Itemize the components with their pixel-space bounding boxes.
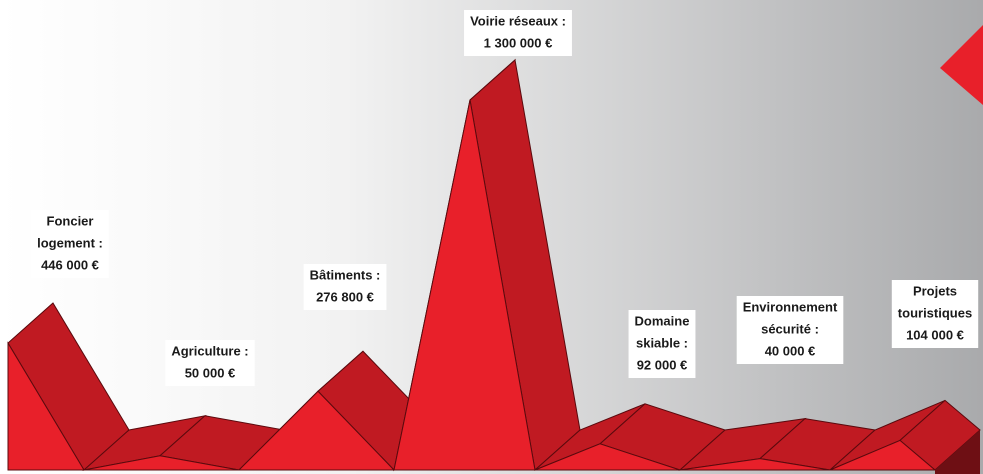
value-label: 1 300 000 €	[484, 35, 553, 50]
value-label: 50 000 €	[185, 365, 236, 380]
label-box	[31, 210, 109, 278]
peak-front	[534, 443, 681, 471]
peak-front	[393, 99, 536, 471]
peak-front	[679, 458, 831, 471]
peak	[7, 302, 130, 471]
peak	[678, 417, 877, 471]
category-label: Domaine	[635, 313, 690, 328]
category-label: logement :	[37, 235, 103, 250]
peak	[829, 399, 981, 474]
peak-front	[829, 439, 937, 471]
label-box	[464, 10, 572, 56]
category-label: sécurité :	[761, 321, 819, 336]
category-label: skiable :	[636, 335, 688, 350]
label-box	[303, 264, 387, 310]
category-label: Voirie réseaux :	[470, 13, 566, 28]
peak	[534, 403, 726, 471]
category-label: touristiques	[898, 305, 972, 320]
value-label: 92 000 €	[637, 357, 688, 372]
label-box	[628, 310, 696, 378]
category-label: Bâtiments :	[310, 267, 381, 282]
value-label: 446 000 €	[41, 257, 99, 272]
peak-front	[7, 341, 85, 471]
peak-front	[237, 390, 396, 471]
label-box	[736, 296, 844, 364]
value-label: 104 000 €	[906, 327, 964, 342]
value-label: 276 800 €	[316, 289, 374, 304]
peak	[393, 58, 581, 472]
category-label: Agriculture :	[171, 343, 248, 358]
decoration-triangle	[940, 25, 983, 105]
label-box	[891, 280, 979, 348]
category-label: Foncier	[47, 213, 94, 228]
end-face	[935, 430, 980, 474]
peak-front	[83, 455, 240, 471]
category-label: Projets	[913, 283, 957, 298]
value-label: 40 000 €	[765, 343, 816, 358]
category-label: Environnement	[743, 299, 838, 314]
label-box	[165, 340, 255, 386]
